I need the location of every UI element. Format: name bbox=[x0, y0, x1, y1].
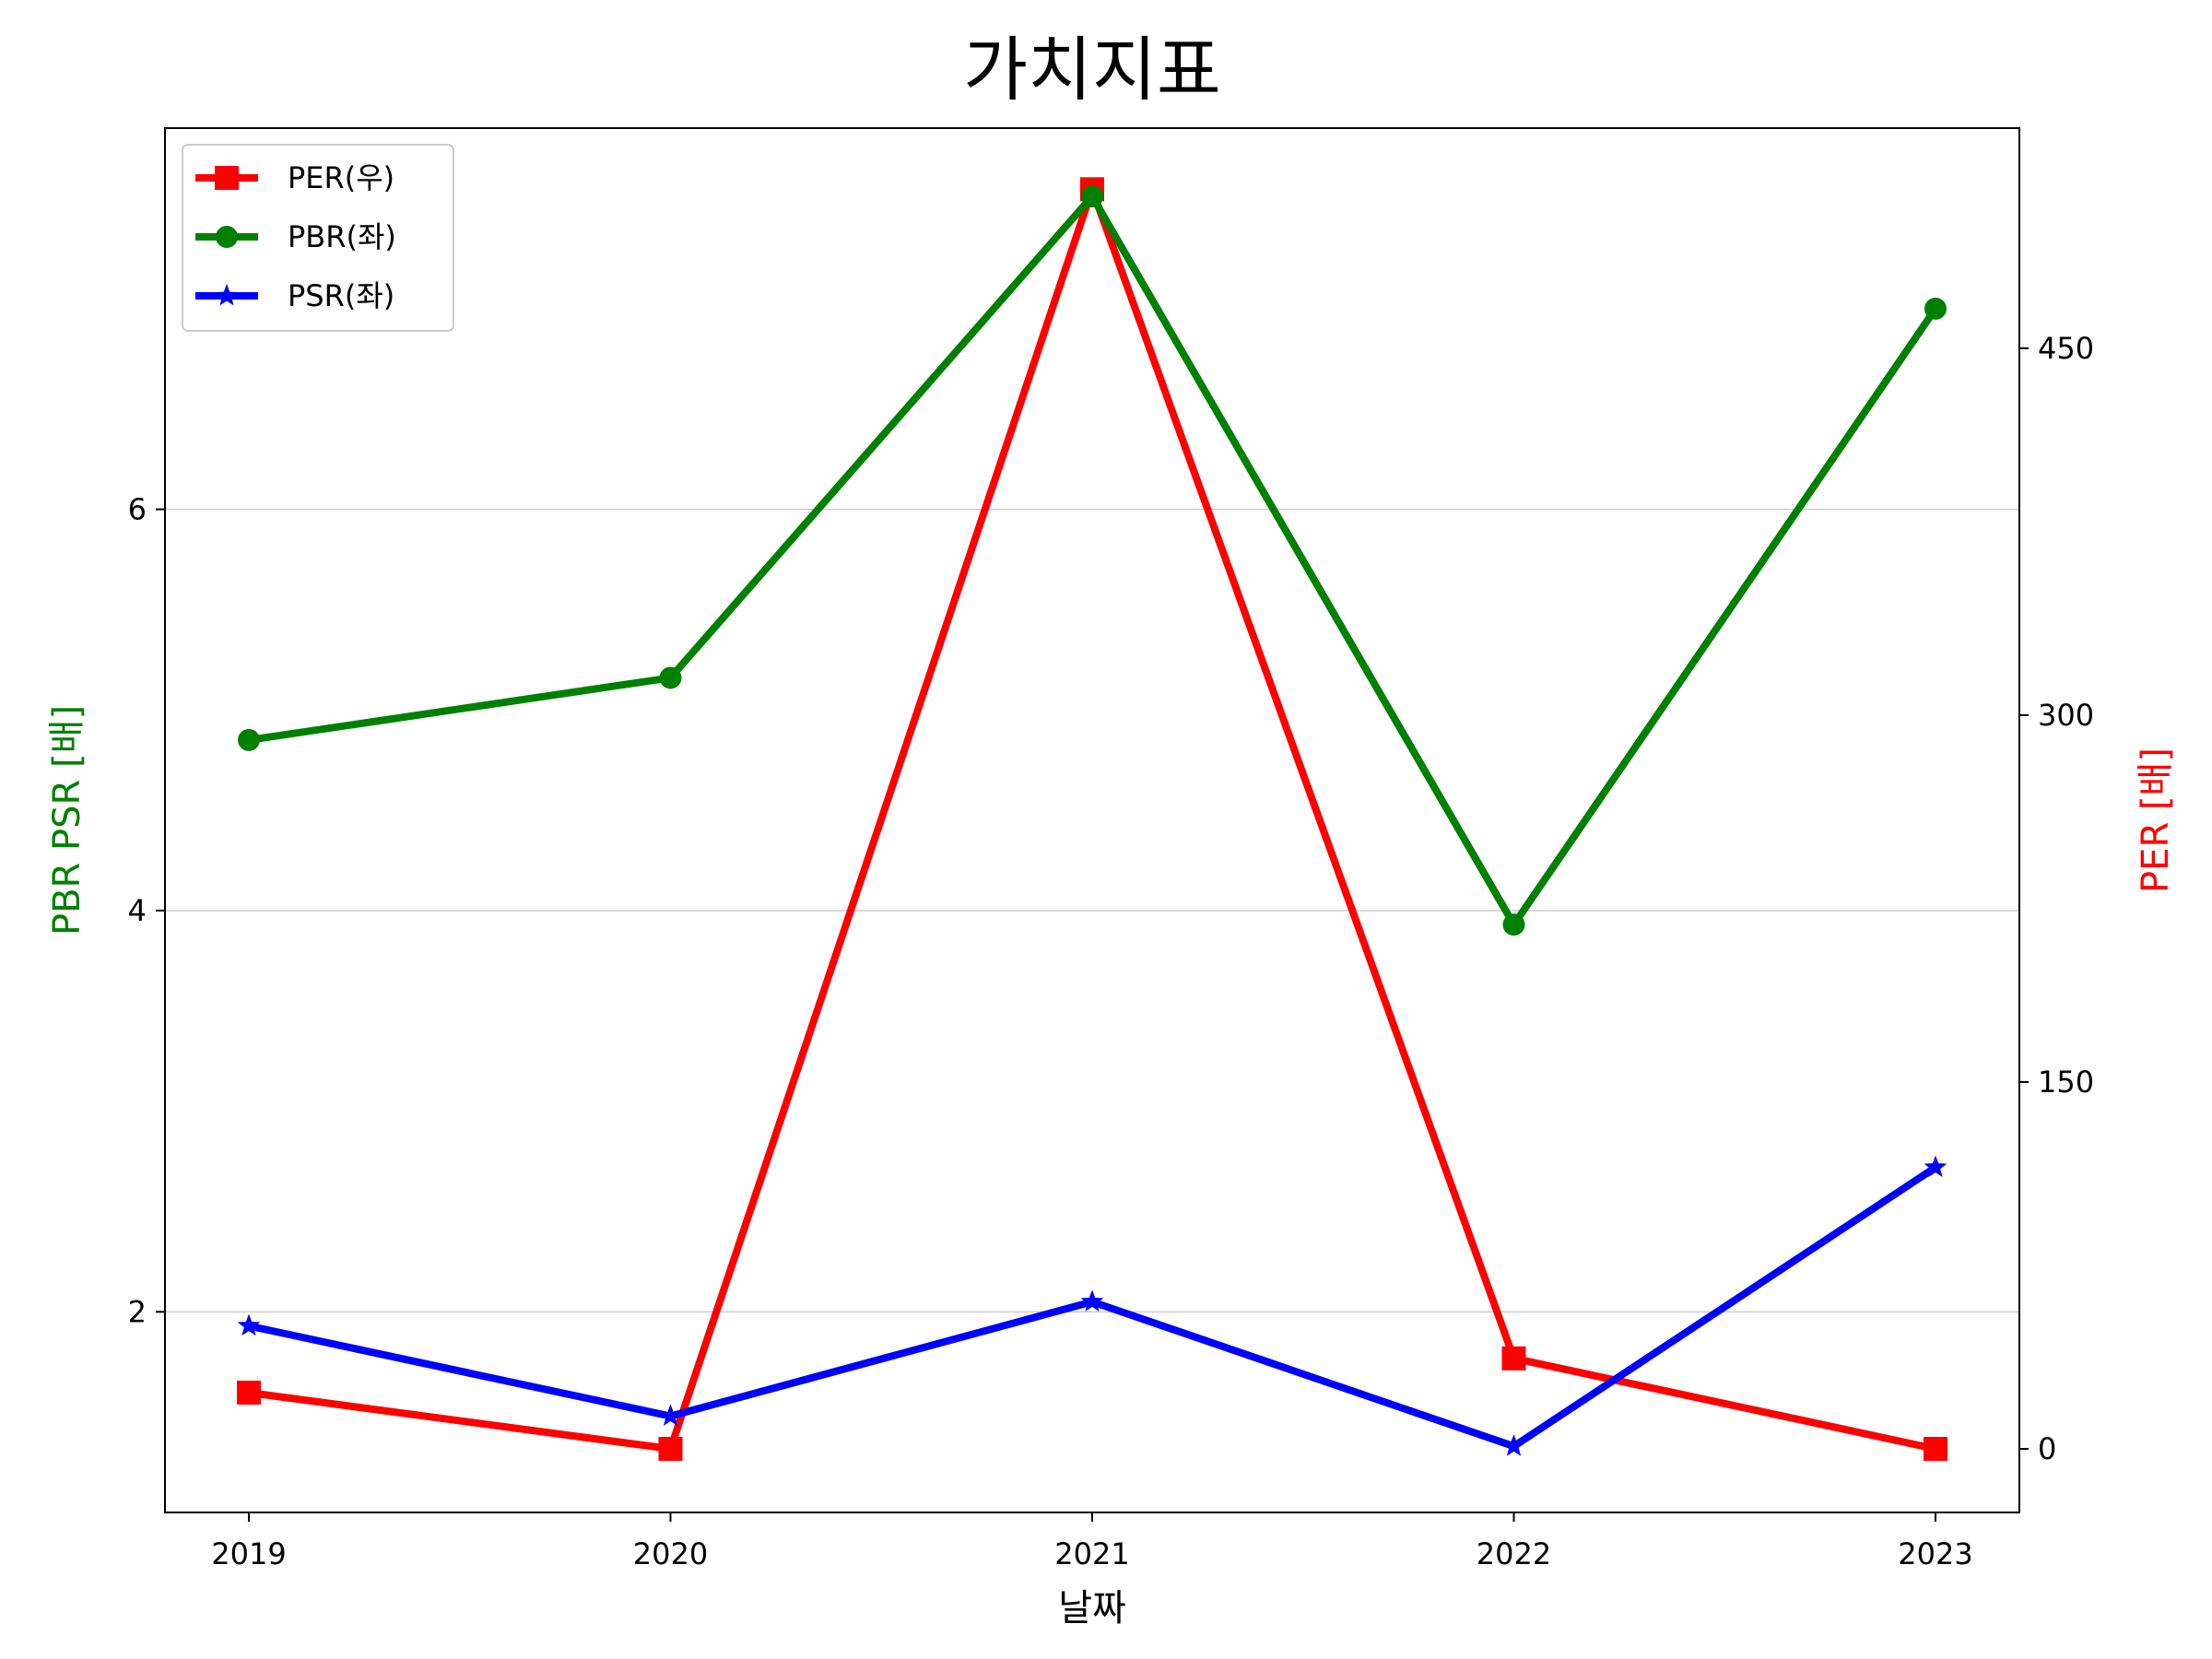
legend-item-pbr: PBR(좌) bbox=[195, 219, 396, 254]
data-point-psr bbox=[1924, 1155, 1947, 1178]
data-point-pbr bbox=[238, 728, 260, 751]
data-point-psr bbox=[659, 1404, 682, 1426]
x-tick-label: 2022 bbox=[1477, 1536, 1551, 1571]
x-tick-label: 2023 bbox=[1898, 1536, 1972, 1571]
legend-box bbox=[182, 144, 454, 332]
data-point-pbr bbox=[1924, 297, 1947, 320]
legend-item-psr: PSR(좌) bbox=[195, 278, 394, 313]
x-tick-label: 2019 bbox=[211, 1536, 286, 1571]
data-point-psr bbox=[1080, 1289, 1104, 1312]
grid bbox=[165, 508, 2019, 1313]
x-tick-label: 2021 bbox=[1054, 1536, 1129, 1571]
data-point-per bbox=[1924, 1437, 1947, 1462]
legend-swatch-marker bbox=[216, 226, 238, 248]
legend: PER(우) PBR(좌) PSR(좌) bbox=[182, 144, 454, 332]
series-psr bbox=[237, 1155, 1947, 1456]
data-point-psr bbox=[237, 1313, 261, 1336]
legend-label: PER(우) bbox=[288, 160, 394, 195]
data-point-pbr bbox=[1081, 185, 1103, 208]
data-point-per bbox=[237, 1380, 261, 1405]
legend-label: PSR(좌) bbox=[288, 278, 394, 313]
y-axis-left: 2 4 6 bbox=[128, 492, 165, 1329]
legend-swatch-marker bbox=[215, 166, 239, 190]
legend-label: PBR(좌) bbox=[288, 219, 396, 254]
y-right-tick-label: 150 bbox=[2038, 1065, 2094, 1100]
y-axis-right: 0 150 300 450 bbox=[2019, 331, 2094, 1466]
legend-swatch-marker bbox=[215, 284, 239, 306]
data-point-per bbox=[1501, 1346, 1526, 1371]
series-layer bbox=[237, 177, 1947, 1462]
legend-item-per: PER(우) bbox=[195, 160, 394, 195]
y-right-tick-label: 450 bbox=[2038, 331, 2094, 366]
y-left-tick-label: 4 bbox=[128, 893, 147, 928]
y-right-tick-label: 0 bbox=[2038, 1431, 2056, 1466]
series-pbr bbox=[238, 185, 1947, 936]
y-left-tick-label: 2 bbox=[128, 1294, 147, 1329]
data-point-pbr bbox=[659, 666, 682, 689]
y-left-tick-label: 6 bbox=[128, 492, 147, 527]
chart-title: 가치지표 bbox=[963, 29, 1221, 111]
data-point-per bbox=[658, 1437, 683, 1462]
x-tick-label: 2020 bbox=[633, 1536, 708, 1571]
x-axis-label: 날짜 bbox=[1058, 1587, 1126, 1630]
data-point-psr bbox=[1502, 1434, 1525, 1456]
y-right-tick-label: 300 bbox=[2038, 698, 2094, 733]
data-point-pbr bbox=[1502, 913, 1525, 936]
y-axis-left-label: PBR PSR [배] bbox=[46, 705, 88, 935]
x-axis: 2019 2020 2021 2022 2023 bbox=[211, 1512, 1973, 1571]
y-axis-right-label: PER [배] bbox=[2135, 747, 2177, 893]
